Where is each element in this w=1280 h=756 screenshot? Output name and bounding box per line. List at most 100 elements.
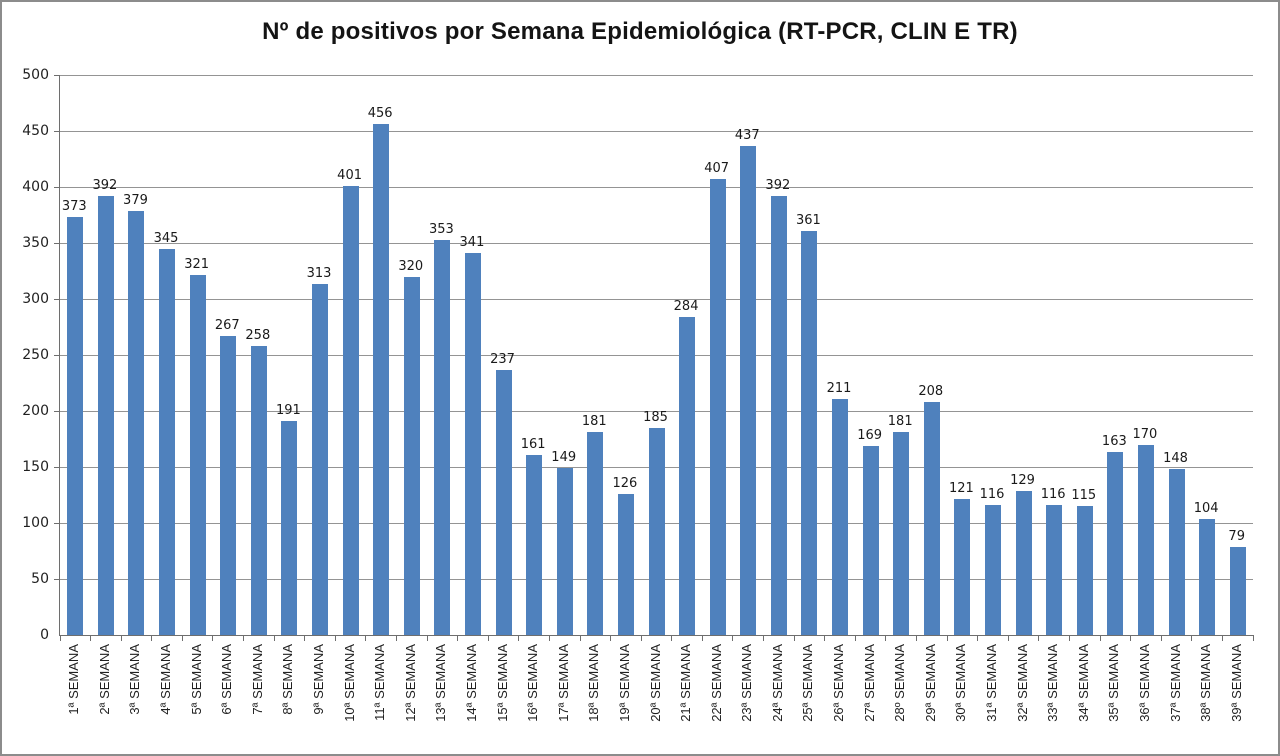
x-axis-tick <box>579 635 581 641</box>
bar-value-label: 129 <box>1010 472 1035 488</box>
y-axis-tick <box>54 578 60 580</box>
bar-value-label: 379 <box>123 192 148 208</box>
x-axis-tick <box>977 635 979 641</box>
bar <box>679 316 696 635</box>
gridline <box>60 354 1253 356</box>
bar <box>1076 506 1093 635</box>
bar-value-label: 149 <box>551 450 577 466</box>
x-axis-label: 29ª SEMANA <box>922 644 938 722</box>
bar <box>434 239 451 635</box>
x-axis-tick <box>1191 635 1193 641</box>
bar-value-label: 115 <box>1071 488 1097 504</box>
y-axis-label: 300 <box>22 291 49 307</box>
x-axis-tick <box>334 635 336 641</box>
x-axis-label: 26ª SEMANA <box>831 644 847 722</box>
bar-value-label: 169 <box>857 427 883 443</box>
bar-value-label: 267 <box>214 317 240 333</box>
x-axis-label: 31ª SEMANA <box>983 644 999 722</box>
y-axis-label: 250 <box>22 347 49 363</box>
x-axis-tick <box>426 635 428 641</box>
x-axis-tick <box>212 635 214 641</box>
x-axis-tick <box>518 635 520 641</box>
gridline <box>60 242 1253 244</box>
x-axis-label: 2ª SEMANA <box>96 644 112 715</box>
x-axis-tick <box>916 635 917 641</box>
bar-value-label: 313 <box>306 266 332 282</box>
plot-area <box>54 74 1254 641</box>
bar <box>1107 452 1124 635</box>
x-axis-tick <box>1221 635 1223 641</box>
x-axis-tick <box>1068 635 1070 641</box>
x-axis-tick <box>793 635 795 641</box>
x-axis-tick <box>1252 635 1254 641</box>
gridline <box>60 410 1253 412</box>
x-axis-tick <box>946 635 948 641</box>
bar-value-label: 392 <box>765 177 791 193</box>
x-axis-label: 39ª SEMANA <box>1228 644 1244 722</box>
x-axis-tick <box>365 635 367 641</box>
bar <box>373 124 390 635</box>
bar <box>556 468 573 635</box>
bar <box>403 276 420 635</box>
bar-value-label: 320 <box>398 258 424 274</box>
bar <box>495 369 512 635</box>
x-axis-tick <box>854 635 856 641</box>
x-axis-label: 1ª SEMANA <box>66 644 82 715</box>
x-axis-label: 36ª SEMANA <box>1136 644 1152 722</box>
y-axis-tick <box>54 522 60 524</box>
bar <box>1168 469 1185 635</box>
y-axis-tick <box>54 242 60 244</box>
x-axis-label: 37ª SEMANA <box>1167 644 1183 722</box>
bar-value-label: 170 <box>1132 426 1158 442</box>
bar-value-label: 392 <box>92 177 118 193</box>
bar-value-label: 181 <box>887 414 913 430</box>
y-axis-label: 500 <box>22 67 49 83</box>
x-axis-label: 18ª SEMANA <box>586 644 602 722</box>
x-axis-tick <box>885 635 887 641</box>
bar-value-label: 284 <box>673 298 699 314</box>
x-axis-label: 21ª SEMANA <box>678 644 694 722</box>
x-axis-tick <box>732 635 734 641</box>
gridline <box>60 298 1253 300</box>
y-axis-tick <box>54 466 60 468</box>
bar <box>1046 505 1063 635</box>
bar-value-label: 191 <box>276 403 301 419</box>
x-axis-tick <box>1038 635 1040 641</box>
bar <box>832 398 849 635</box>
bar-value-label: 401 <box>337 167 362 183</box>
x-axis-label: 16ª SEMANA <box>525 644 541 722</box>
bar <box>1137 444 1154 635</box>
bar-value-label: 116 <box>1040 487 1066 503</box>
y-axis-label: 150 <box>22 459 49 475</box>
bar-value-label: 407 <box>704 161 730 177</box>
x-axis-label: 8ª SEMANA <box>280 644 296 715</box>
x-axis-label: 15ª SEMANA <box>494 644 510 722</box>
x-axis-label: 28º SEMANA <box>892 644 908 722</box>
x-axis-tick <box>548 635 550 641</box>
bar <box>1199 518 1216 635</box>
x-axis-label: 9ª SEMANA <box>311 644 326 715</box>
bar <box>984 505 1001 635</box>
bar-value-label: 116 <box>979 487 1005 503</box>
x-axis-tick <box>487 635 489 641</box>
bar <box>1015 490 1032 635</box>
x-axis-label: 10ª SEMANA <box>341 644 357 722</box>
gridline <box>60 74 1253 76</box>
bar <box>1229 546 1246 635</box>
bar <box>189 275 206 635</box>
bar <box>587 432 604 635</box>
bar-value-label: 161 <box>520 436 546 452</box>
x-axis-tick <box>610 635 612 641</box>
bar <box>159 248 176 635</box>
bar-value-label: 211 <box>826 380 852 396</box>
y-axis-label: 450 <box>22 123 49 139</box>
bar <box>801 230 818 635</box>
x-axis-tick <box>701 635 703 641</box>
y-axis-label: 100 <box>22 515 49 531</box>
x-axis-label: 32ª SEMANA <box>1014 644 1030 722</box>
bar <box>250 346 267 635</box>
x-axis-label: 7ª SEMANA <box>249 644 265 715</box>
bar-value-label: 321 <box>184 257 210 273</box>
bar-value-label: 104 <box>1193 500 1219 516</box>
x-axis-tick <box>457 635 459 641</box>
